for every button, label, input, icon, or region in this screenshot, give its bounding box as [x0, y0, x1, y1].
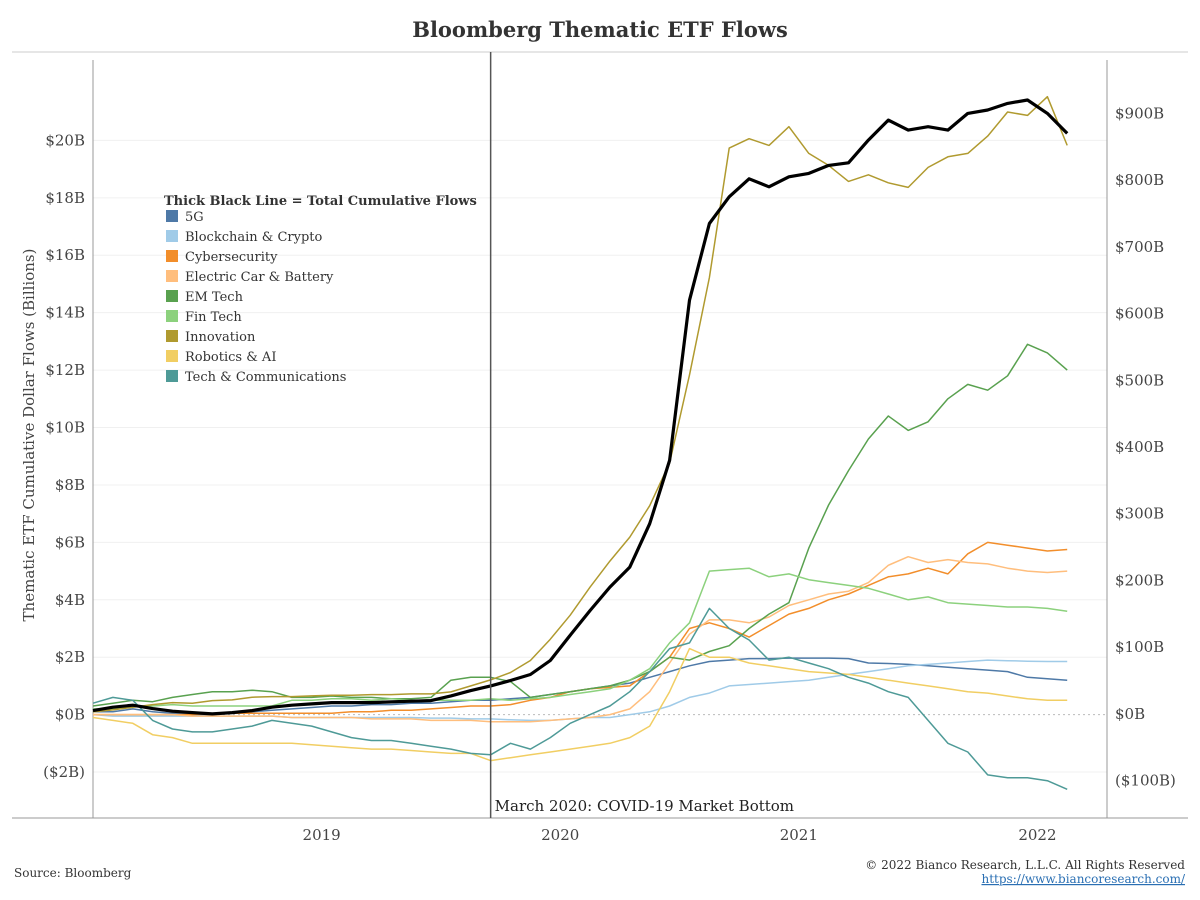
legend-label-electric-car-and-battery: Electric Car & Battery [185, 270, 334, 285]
y-tick-left: $2B [55, 648, 85, 666]
legend-label-5g: 5G [185, 210, 204, 225]
legend-swatch-cybersecurity [166, 250, 178, 262]
chart-title: Bloomberg Thematic ETF Flows [412, 17, 788, 42]
y-tick-right: ($100B) [1115, 772, 1176, 790]
x-tick: 2020 [541, 826, 579, 844]
y-tick-left: $14B [45, 304, 85, 322]
x-tick: 2022 [1018, 826, 1056, 844]
website-link[interactable]: https://www.biancoresearch.com/ [981, 872, 1185, 886]
legend-swatch-fin-tech [166, 310, 178, 322]
copyright: © 2022 Bianco Research, L.L.C. All Right… [865, 858, 1185, 872]
legend-label-robotics-and-ai: Robotics & AI [185, 350, 276, 365]
y-tick-left: $16B [45, 246, 85, 264]
y-tick-right: $800B [1115, 171, 1164, 189]
legend-swatch-electric-car-and-battery [166, 270, 178, 282]
legend-swatch-robotics-and-ai [166, 350, 178, 362]
series-line-tech-and-communications [92, 607, 1068, 790]
left-axis-title: Thematic ETF Cumulative Dollar Flows (Bi… [20, 249, 38, 622]
y-tick-left: $18B [45, 189, 85, 207]
series-line-robotics-and-ai [92, 647, 1068, 762]
legend-title: Thick Black Line = Total Cumulative Flow… [164, 194, 477, 209]
legend-swatch-innovation [166, 330, 178, 342]
series-line-innovation [92, 95, 1068, 713]
y-tick-right: $100B [1115, 638, 1164, 656]
legend-label-blockchain-and-crypto: Blockchain & Crypto [185, 230, 323, 245]
series-line-em-tech [92, 343, 1068, 707]
axes [12, 60, 1188, 819]
y-tick-left: $20B [45, 131, 85, 149]
annotation-label: March 2020: COVID-19 Market Bottom [495, 797, 794, 815]
legend-label-tech-and-communications: Tech & Communications [185, 370, 346, 385]
y-tick-right: $600B [1115, 305, 1164, 323]
legend: Thick Black Line = Total Cumulative Flow… [164, 194, 477, 385]
y-tick-left: ($2B) [43, 763, 85, 781]
left-y-ticks: ($2B) $0B $2B $4B $6B $8B $10B $12B $14B $16B $18B… [43, 131, 85, 781]
x-tick: 2019 [303, 826, 341, 844]
legend-swatch-5g [166, 210, 178, 222]
y-tick-right: $300B [1115, 505, 1164, 523]
source-note: Source: Bloomberg [14, 866, 132, 880]
y-tick-right: $500B [1115, 371, 1164, 389]
legend-swatch-blockchain-and-crypto [166, 230, 178, 242]
y-tick-left: $0B [55, 706, 85, 724]
x-ticks: 2019 2020 2021 2022 [303, 826, 1057, 844]
y-tick-right: $0B [1115, 705, 1145, 723]
legend-label-innovation: Innovation [185, 330, 256, 345]
y-tick-left: $6B [55, 533, 85, 551]
y-tick-left: $4B [55, 591, 85, 609]
legend-label-cybersecurity: Cybersecurity [185, 250, 278, 265]
series-line-total-cumulative-flows [92, 98, 1069, 716]
y-tick-left: $10B [45, 419, 85, 437]
series-line-electric-car-and-battery [93, 555, 1068, 723]
legend-label-em-tech: EM Tech [185, 290, 244, 305]
x-tick: 2021 [780, 826, 818, 844]
series-layer [92, 95, 1069, 790]
right-y-ticks: ($100B) $0B $100B $200B $300B $400B $500B $600B… [1115, 104, 1176, 789]
series-line-cybersecurity [93, 541, 1068, 716]
legend-swatch-tech-and-communications [166, 370, 178, 382]
y-tick-left: $8B [55, 476, 85, 494]
series-line-fin-tech [93, 567, 1068, 710]
y-tick-right: $900B [1115, 104, 1164, 122]
y-tick-right: $200B [1115, 571, 1164, 589]
y-tick-left: $12B [45, 361, 85, 379]
legend-swatch-em-tech [166, 290, 178, 302]
y-tick-right: $400B [1115, 438, 1164, 456]
y-tick-right: $700B [1115, 238, 1164, 256]
legend-label-fin-tech: Fin Tech [185, 310, 242, 325]
